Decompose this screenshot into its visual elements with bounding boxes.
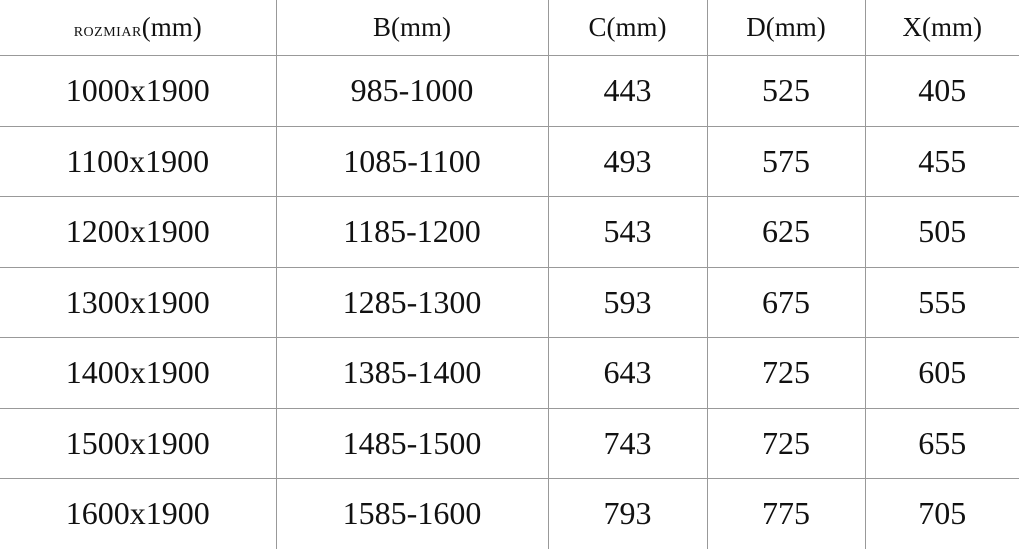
header-c: C(mm) bbox=[547, 0, 707, 56]
table-cell: 1500x1900 bbox=[0, 408, 276, 479]
table-cell: 543 bbox=[547, 196, 707, 268]
table-cell: 605 bbox=[864, 337, 1019, 409]
table-row: 1500x1900 1485-1500 743 725 655 bbox=[0, 408, 1019, 479]
header-label: B bbox=[372, 12, 391, 42]
table-cell: 793 bbox=[547, 478, 707, 549]
header-b: B(mm) bbox=[275, 0, 548, 56]
table-cell: 443 bbox=[547, 55, 707, 127]
header-row: ROZMIAR(mm) B(mm) C(mm) D(mm) X(mm) bbox=[0, 0, 1019, 56]
table-row: 1100x1900 1085-1100 493 575 455 bbox=[0, 126, 1019, 197]
table-row: 1000x1900 985-1000 443 525 405 bbox=[0, 55, 1019, 127]
table-cell: 725 bbox=[706, 337, 865, 409]
table-cell: 985-1000 bbox=[275, 55, 548, 127]
header-label: D bbox=[746, 12, 766, 42]
table-cell: 625 bbox=[706, 196, 865, 268]
header-label: C bbox=[588, 12, 607, 42]
header-label: ROZMIAR bbox=[73, 25, 142, 40]
table-cell: 1085-1100 bbox=[275, 126, 548, 197]
table-row: 1400x1900 1385-1400 643 725 605 bbox=[0, 337, 1019, 409]
table-cell: 1585-1600 bbox=[275, 478, 548, 549]
header-unit: (mm) bbox=[391, 12, 451, 42]
table-cell: 1485-1500 bbox=[275, 408, 548, 479]
table-cell: 1285-1300 bbox=[275, 267, 548, 338]
table-cell: 493 bbox=[547, 126, 707, 197]
table-cell: 643 bbox=[547, 337, 707, 409]
header-d: D(mm) bbox=[706, 0, 865, 56]
table-row: 1300x1900 1285-1300 593 675 555 bbox=[0, 267, 1019, 338]
table-cell: 705 bbox=[864, 478, 1019, 549]
table-cell: 743 bbox=[547, 408, 707, 479]
table-row: 1200x1900 1185-1200 543 625 505 bbox=[0, 196, 1019, 268]
table-cell: 1185-1200 bbox=[275, 196, 548, 268]
table-cell: 455 bbox=[864, 126, 1019, 197]
table-cell: 1600x1900 bbox=[65, 495, 210, 532]
table-cell: 555 bbox=[864, 267, 1019, 338]
table-row: 1600x1900 1585-1600 793 775 705 bbox=[0, 478, 1019, 549]
header-unit: (mm) bbox=[922, 12, 982, 42]
table-cell: 575 bbox=[706, 126, 865, 197]
table-cell: 725 bbox=[706, 408, 865, 479]
header-rozmiar: ROZMIAR(mm) bbox=[0, 0, 276, 56]
table-cell: 1200x1900 bbox=[0, 196, 276, 268]
header-unit: (mm) bbox=[606, 12, 667, 42]
table-cell: 525 bbox=[706, 55, 865, 127]
table-cell: 1385-1400 bbox=[275, 337, 548, 409]
table-cell: 775 bbox=[706, 478, 865, 549]
header-label: X bbox=[902, 12, 923, 42]
table-cell: 1100x1900 bbox=[0, 126, 276, 197]
table-cell: 655 bbox=[864, 408, 1019, 479]
table-cell: 1400x1900 bbox=[0, 337, 276, 409]
table-cell: 405 bbox=[864, 55, 1019, 127]
header-unit: (mm) bbox=[141, 12, 202, 42]
header-unit: (mm) bbox=[765, 12, 826, 42]
header-x: X(mm) bbox=[864, 0, 1019, 56]
table-cell: 675 bbox=[706, 267, 865, 338]
table-cell: 505 bbox=[864, 196, 1019, 268]
table-cell: 1000x1900 bbox=[0, 55, 276, 127]
table-cell: 593 bbox=[547, 267, 707, 338]
table-cell: 1300x1900 bbox=[0, 267, 276, 338]
